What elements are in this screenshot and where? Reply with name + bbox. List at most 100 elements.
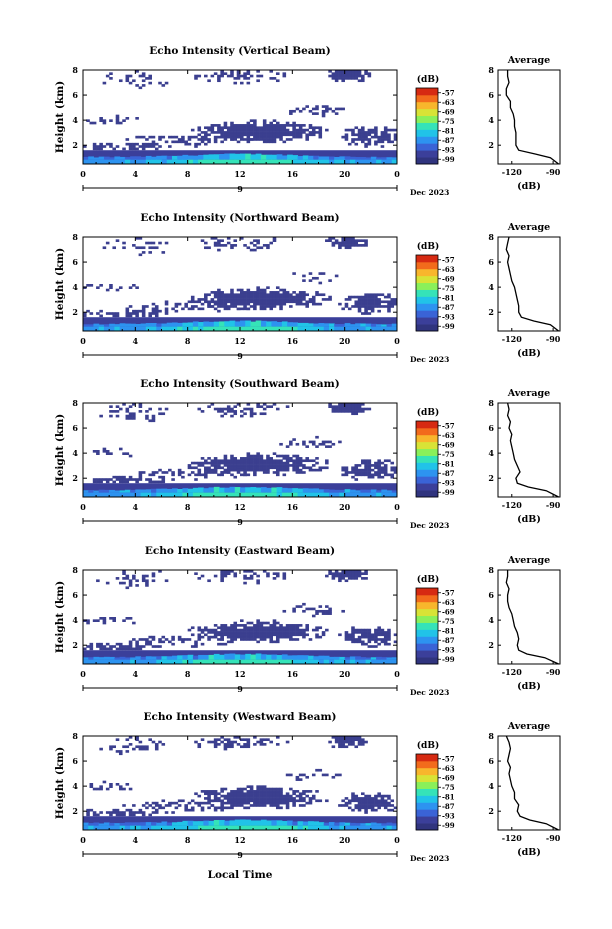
echo-cell	[364, 633, 368, 637]
echo-cell	[246, 790, 251, 793]
echo-cell	[103, 489, 110, 493]
echo-cell	[262, 302, 267, 306]
echo-cell	[325, 440, 329, 444]
average-x-label: (dB)	[517, 348, 541, 359]
echo-cell	[259, 405, 264, 408]
echo-cell	[383, 631, 388, 634]
echo-cell	[151, 645, 156, 648]
average-x-tick-label: -90	[546, 833, 561, 843]
echo-cell	[109, 645, 113, 648]
echo-cell	[197, 407, 202, 411]
echo-cell	[269, 126, 274, 130]
echo-cell	[287, 159, 293, 164]
echo-cell	[289, 112, 293, 115]
echo-cell	[140, 323, 147, 327]
echo-cell	[266, 825, 272, 830]
echo-cell	[370, 801, 375, 805]
echo-cell	[380, 475, 385, 479]
echo-cell	[357, 804, 362, 807]
echo-cell	[118, 286, 123, 289]
echo-cell	[217, 806, 221, 810]
average-y-tick-label: 2	[488, 307, 494, 317]
echo-cell	[344, 489, 351, 493]
echo-cell	[243, 307, 247, 311]
echo-cell	[331, 237, 336, 240]
echo-cell	[259, 631, 264, 634]
echo-cell	[219, 154, 225, 160]
echo-cell	[243, 74, 247, 78]
panel-3: Echo Intensity (Southward Beam)2468Heigh…	[54, 378, 561, 530]
echo-cell	[220, 298, 224, 301]
echo-cell	[269, 633, 274, 637]
echo-cell	[229, 320, 236, 327]
echo-cell	[354, 797, 359, 800]
echo-cell	[305, 293, 309, 297]
echo-cell	[145, 159, 152, 164]
echo-cell	[275, 801, 280, 805]
echo-cell	[118, 121, 123, 125]
echo-cell	[253, 626, 257, 630]
echo-cell	[370, 822, 377, 826]
echo-cell	[325, 105, 329, 108]
echo-cell	[220, 133, 224, 137]
colorbar-frame	[415, 587, 439, 665]
echo-cell	[203, 825, 210, 830]
echo-cell	[272, 291, 277, 294]
echo-cell	[289, 638, 293, 641]
colorbar-segment	[416, 122, 438, 130]
echo-cell	[287, 488, 293, 493]
echo-cell	[226, 628, 231, 632]
echo-cell	[194, 135, 198, 139]
echo-cell	[240, 794, 244, 798]
echo-cell	[213, 653, 220, 660]
x-tick-label: 0	[80, 169, 86, 179]
echo-cell	[253, 131, 257, 134]
average-frame	[497, 569, 561, 665]
echo-cell	[128, 454, 133, 458]
day-label: 9	[237, 684, 243, 694]
echo-cell	[364, 811, 368, 814]
echo-cell	[255, 159, 262, 164]
echo-cell	[269, 128, 274, 132]
echo-cell	[99, 145, 103, 148]
echo-cell	[367, 466, 372, 470]
echo-cell	[298, 773, 303, 777]
echo-cell	[249, 792, 254, 796]
echo-cell	[285, 405, 290, 408]
echo-cell	[256, 787, 260, 791]
echo-cell	[128, 145, 133, 148]
panel-title: Echo Intensity (Vertical Beam)	[149, 45, 330, 57]
echo-cell	[341, 468, 345, 472]
echo-cell	[370, 635, 375, 639]
echo-cell	[390, 302, 395, 306]
echo-cell	[233, 300, 238, 304]
echo-cell	[213, 468, 218, 472]
echo-cell	[266, 154, 272, 160]
echo-cell	[223, 631, 228, 634]
echo-cell	[256, 286, 260, 289]
echo-cell	[166, 155, 173, 160]
echo-cell	[240, 326, 246, 331]
echo-cell	[318, 131, 323, 134]
echo-cell	[208, 321, 215, 327]
echo-cell	[135, 156, 142, 160]
echo-cell	[204, 475, 208, 479]
echo-cell	[295, 454, 300, 458]
echo-cell	[262, 133, 267, 137]
echo-cell	[203, 154, 210, 160]
echo-cell	[96, 312, 100, 315]
echo-cell	[151, 801, 156, 805]
echo-cell	[295, 471, 300, 474]
echo-cell	[256, 790, 260, 793]
echo-cell	[236, 298, 241, 301]
echo-cell	[161, 159, 168, 164]
echo-cell	[377, 298, 381, 301]
echo-cell	[230, 740, 234, 744]
echo-cell	[213, 159, 220, 164]
colorbar-segment	[416, 767, 438, 776]
echo-cell	[223, 131, 228, 134]
echo-cell	[275, 640, 280, 644]
average-y-tick-label: 2	[488, 806, 494, 816]
x-tick-label: 16	[287, 669, 299, 679]
echo-cell	[295, 442, 300, 446]
